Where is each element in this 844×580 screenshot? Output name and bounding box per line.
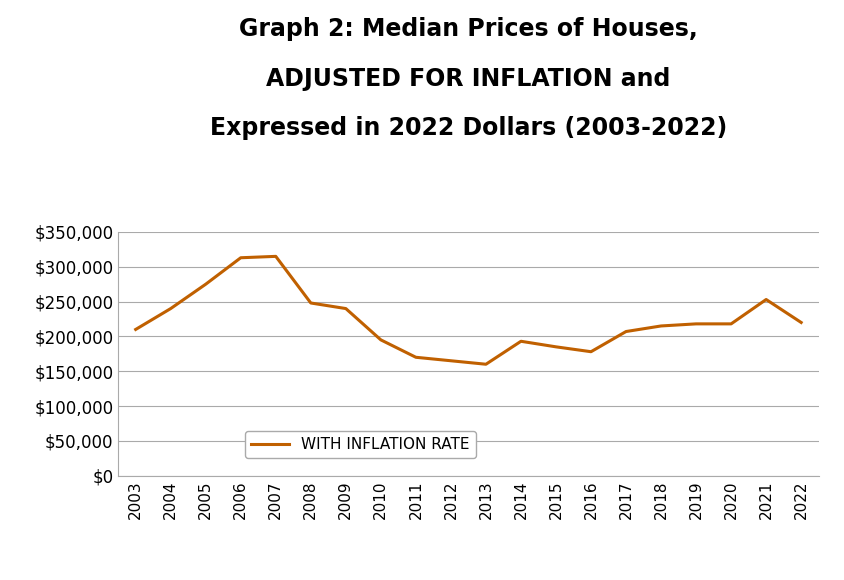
Legend: WITH INFLATION RATE: WITH INFLATION RATE: [245, 431, 476, 458]
Text: Expressed in 2022 Dollars (2003-2022): Expressed in 2022 Dollars (2003-2022): [210, 116, 727, 140]
Text: Graph 2: Median Prices of Houses,: Graph 2: Median Prices of Houses,: [239, 17, 698, 41]
Text: ADJUSTED FOR INFLATION and: ADJUSTED FOR INFLATION and: [266, 67, 671, 90]
